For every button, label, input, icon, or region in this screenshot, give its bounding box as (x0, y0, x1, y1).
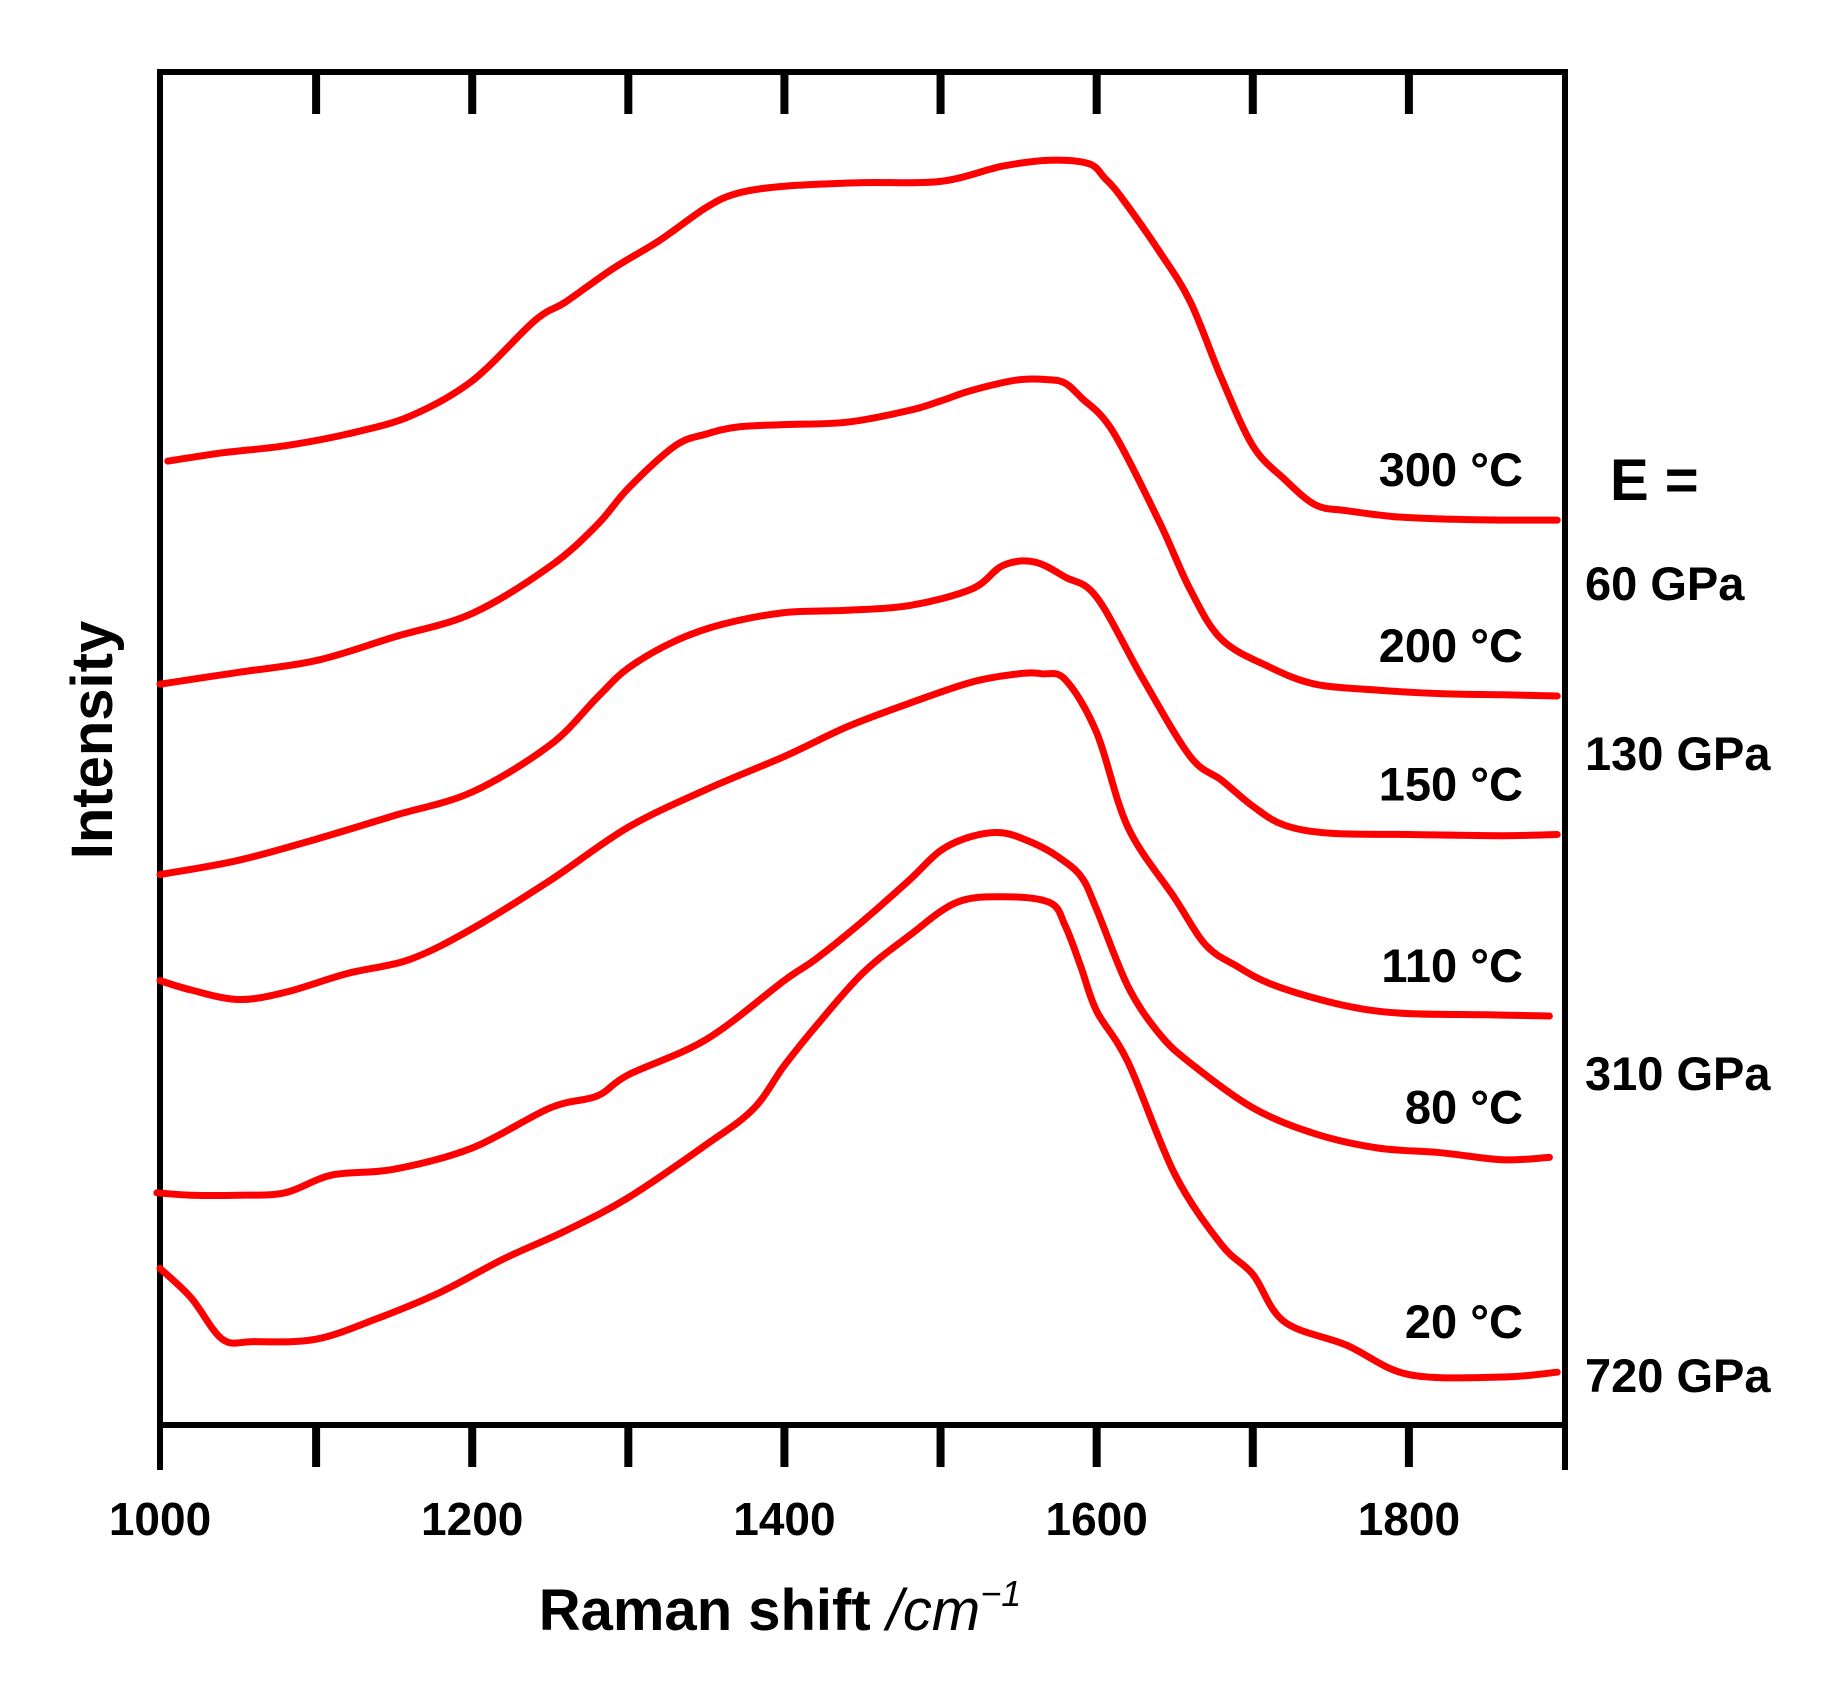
temperature-label-300: 300 °C (1379, 443, 1523, 496)
curve-300c (164, 156, 1561, 524)
temperature-label-150: 150 °C (1379, 757, 1523, 810)
curve-80c (153, 829, 1553, 1199)
x-tick-label-1000: 1000 (109, 1493, 211, 1545)
plot-frame (157, 69, 1568, 1470)
temperature-labels: 300 °C 200 °C 150 °C 110 °C 80 °C 20 °C (1379, 443, 1523, 1348)
curve-200c (156, 375, 1561, 700)
temperature-label-80: 80 °C (1405, 1080, 1523, 1133)
modulus-label-720: 720 GPa (1585, 1349, 1771, 1402)
modulus-label-130: 130 GPa (1585, 727, 1771, 780)
temperature-label-110: 110 °C (1381, 939, 1523, 992)
x-ticks (312, 72, 1413, 1467)
x-tick-label-1600: 1600 (1045, 1493, 1147, 1545)
temperature-label-20: 20 °C (1405, 1295, 1523, 1348)
modulus-header: E = (1610, 448, 1699, 513)
spectra-curves (153, 156, 1561, 1382)
x-axis-title-unit: /cm (883, 1578, 980, 1643)
curve-20c (156, 893, 1561, 1382)
curve-110c (156, 669, 1553, 1020)
x-axis-title: Raman shift /cm−1 (539, 1573, 1022, 1643)
x-axis-title-main: Raman shift (539, 1578, 887, 1643)
temperature-label-200: 200 °C (1379, 619, 1523, 672)
modulus-label-310: 310 GPa (1585, 1047, 1771, 1100)
curve-150c (156, 557, 1561, 879)
x-tick-label-1200: 1200 (421, 1493, 523, 1545)
x-tick-label-1400: 1400 (733, 1493, 835, 1545)
x-axis-title-exponent: −1 (980, 1573, 1021, 1614)
x-tick-labels: 1000 1200 1400 1600 1800 (109, 1493, 1460, 1545)
x-tick-label-1800: 1800 (1358, 1493, 1460, 1545)
y-axis-title: Intensity (60, 621, 125, 860)
modulus-label-60: 60 GPa (1585, 557, 1745, 610)
